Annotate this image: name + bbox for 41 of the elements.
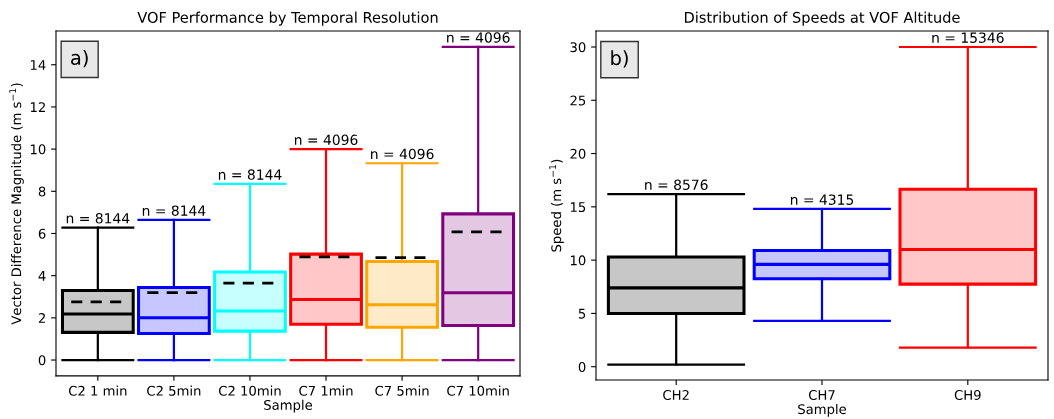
x-axis-title: Sample: [798, 403, 847, 417]
y-tick-label: 4: [38, 271, 46, 281]
annotation: n = 4096: [447, 32, 510, 43]
y-tick-label: 10: [570, 255, 586, 266]
y-tick-label: 12: [30, 102, 45, 112]
annotation: n = 8144: [218, 169, 282, 180]
y-tick-label: 5: [578, 308, 586, 319]
x-tick-label: C7 1min: [299, 385, 353, 396]
annotation: n = 4315: [790, 194, 854, 205]
y-axis-title: Speed (m s$^{−1}$): [549, 159, 564, 252]
x-tick-label: C7 5min: [375, 385, 429, 396]
annotation: n = 8144: [142, 205, 206, 216]
y-tick-label: 0: [578, 361, 586, 372]
x-tick-label: C2 5min: [147, 385, 201, 396]
annotation: n = 8576: [645, 179, 708, 190]
annotation: a): [71, 49, 88, 68]
annotation: n = 15346: [932, 32, 1004, 43]
y-tick-label: 2: [38, 313, 45, 323]
annotation: n = 8144: [66, 212, 130, 224]
x-tick-label: CH7: [808, 389, 835, 400]
chart-title: VOF Performance by Temporal Resolution: [137, 11, 438, 26]
y-tick-label: 6: [38, 228, 46, 239]
x-tick-label: C7 10min: [447, 385, 509, 396]
annotation: b): [611, 50, 628, 68]
y-tick-label: 30: [570, 42, 586, 53]
y-tick-label: 20: [570, 148, 586, 159]
y-tick-label: 8: [38, 186, 46, 197]
y-tick-label: 25: [570, 95, 586, 106]
x-tick-label: C2 1 min: [68, 385, 127, 396]
y-axis-title: Vector Difference Magnitude (m s$^{−1}$): [9, 83, 24, 325]
x-tick-label: C2 10min: [218, 385, 281, 396]
y-tick-label: 0: [38, 355, 46, 366]
annotation: n = 4096: [371, 148, 434, 160]
annotation: n = 4096: [294, 134, 358, 146]
chart-title: Distribution of Speeds at VOF Altitude: [685, 11, 960, 26]
y-tick-label: 10: [30, 144, 46, 155]
y-tick-label: 14: [30, 60, 46, 70]
x-tick-label: CH9: [954, 389, 981, 400]
y-tick-label: 15: [570, 202, 586, 213]
x-tick-label: CH2: [663, 389, 689, 400]
x-axis-title: Sample: [264, 399, 313, 413]
